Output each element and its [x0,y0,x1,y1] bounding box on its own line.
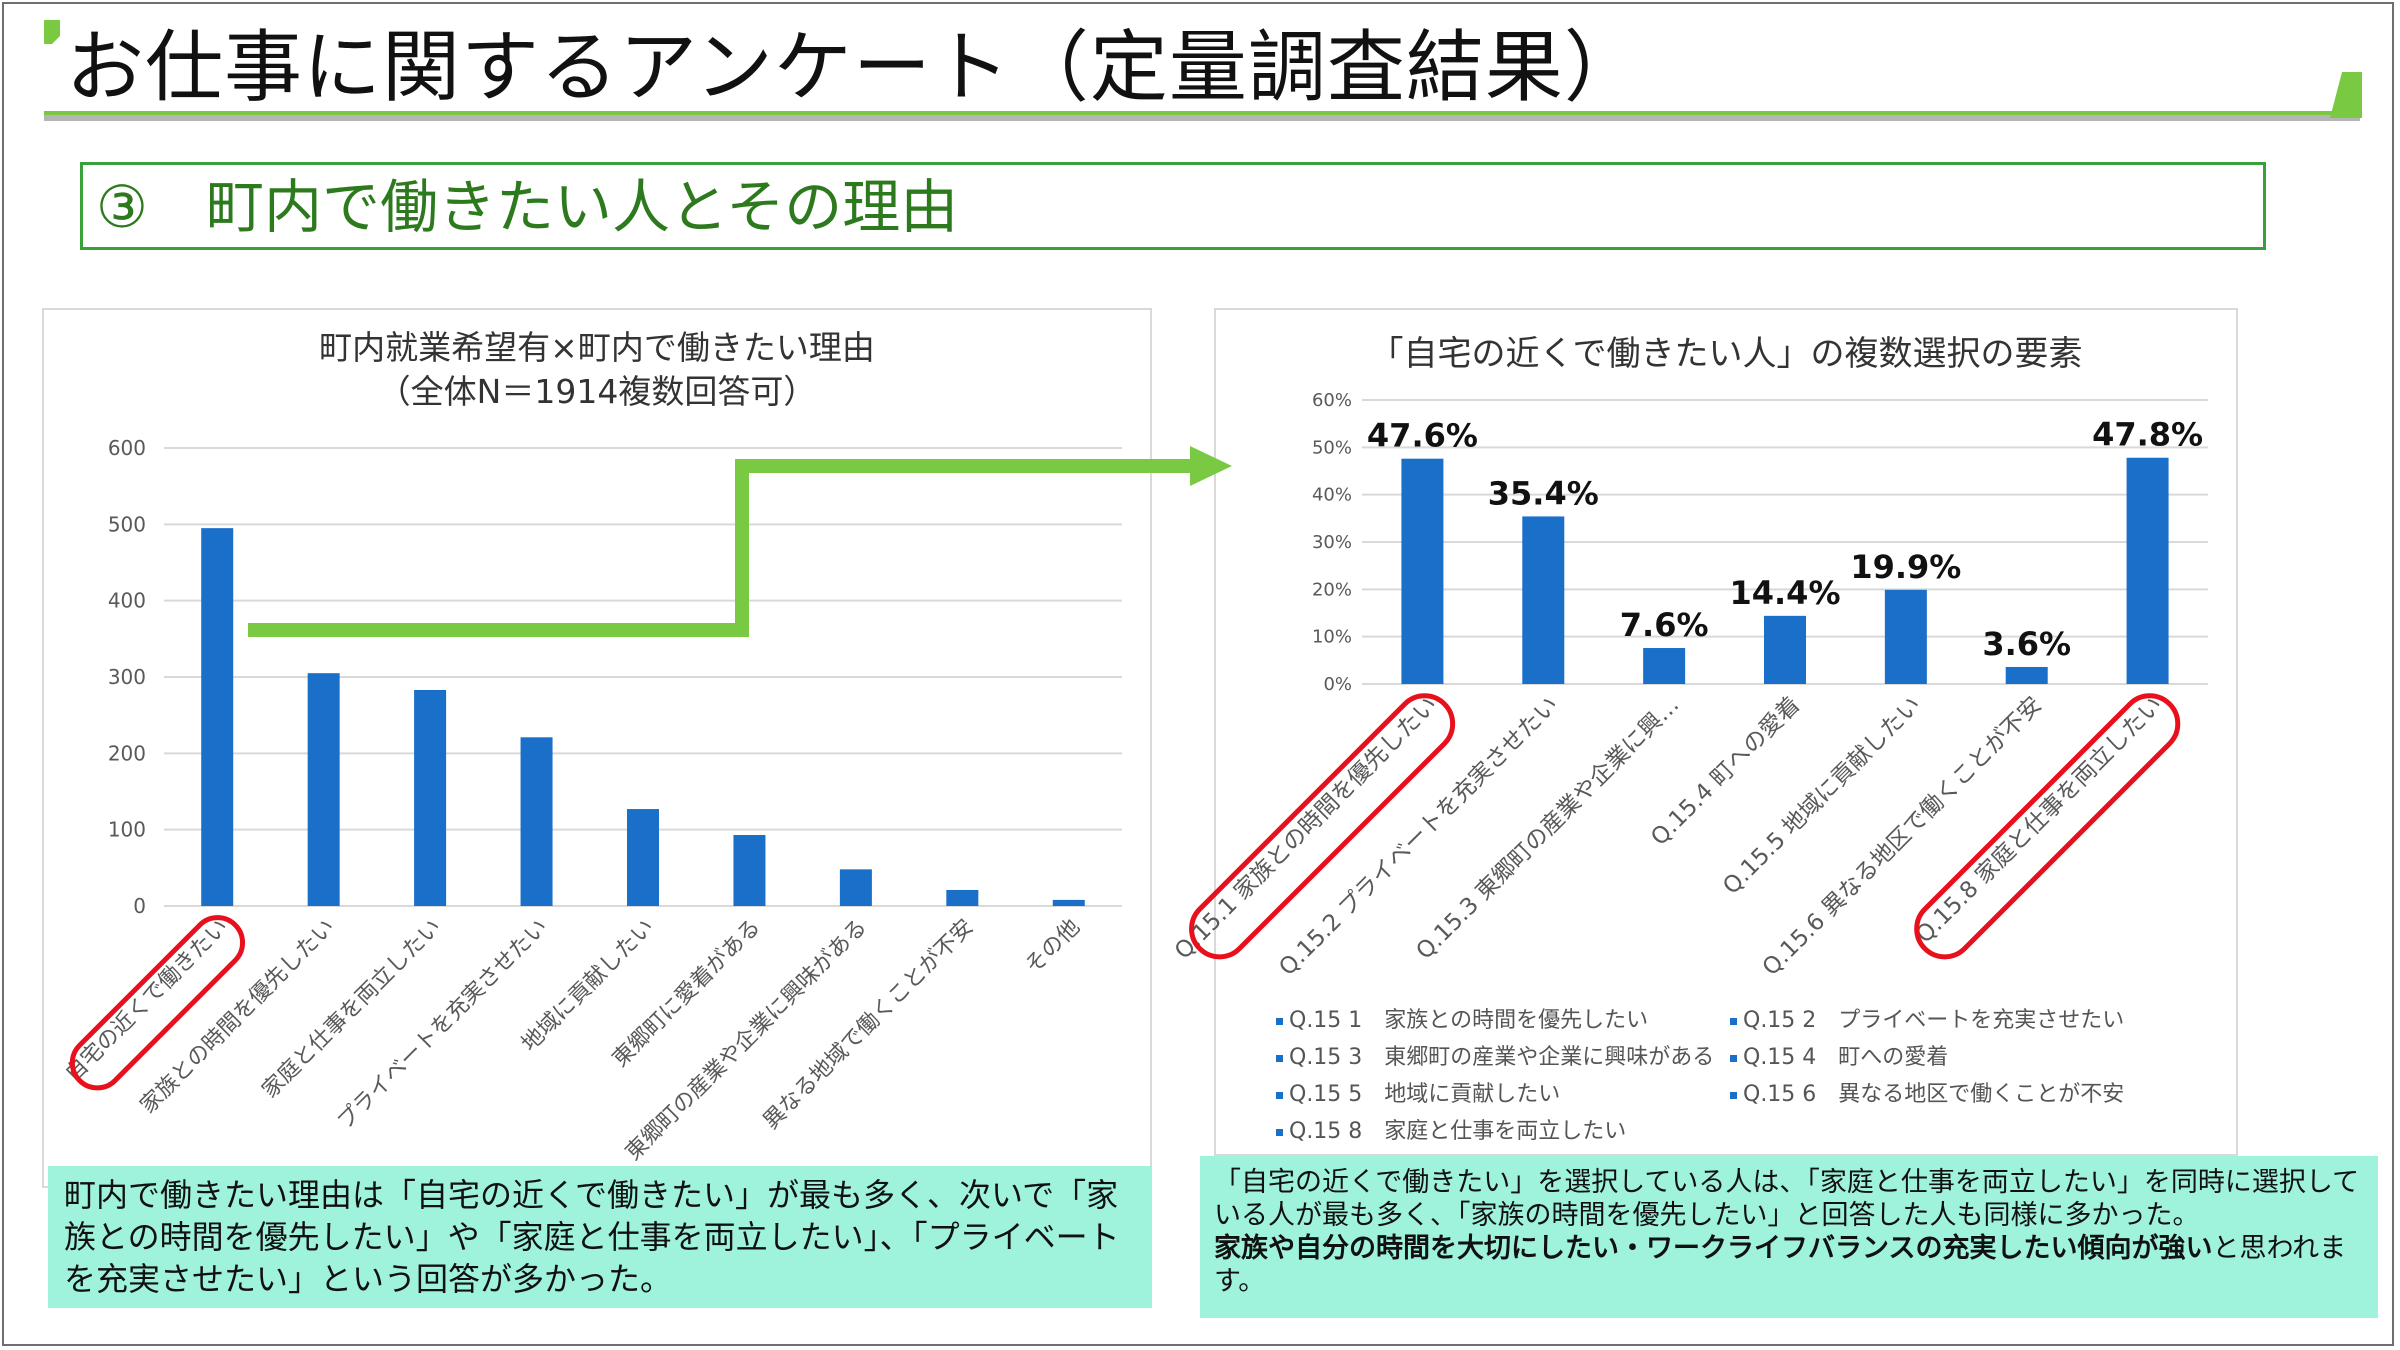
y-tick-label: 400 [108,589,146,613]
bar [1884,589,1927,684]
right-summary-text: 「自宅の近くで働きたい」を選択している人は、「家庭と仕事を両立したい」を同時に選… [1214,1167,2360,1231]
y-tick-label: 20% [1312,579,1352,600]
bar [839,869,872,906]
legend-label: Q.15 3 東郷町の産業や企業に興味がある [1289,1045,1715,1070]
data-label: 47.8% [2092,416,2203,454]
right-chart-title: 「自宅の近くで働きたい人」の複数選択の要素 [1369,334,2083,374]
subtitle-box [80,162,2266,250]
y-tick-label: 600 [108,436,146,460]
y-tick-label: 60% [1312,390,1352,411]
y-tick-label: 500 [108,512,146,536]
y-tick-label: 30% [1312,532,1352,553]
data-label: 7.6% [1620,606,1709,644]
legend-item: Q.15 5 地域に貢献したい [1276,1076,1560,1108]
bar [520,737,553,906]
legend-swatch [1730,1091,1737,1099]
bar [733,835,766,906]
arrow-head-icon [1190,446,1232,486]
legend-swatch [1730,1054,1737,1062]
data-label: 14.4% [1729,574,1840,612]
y-tick-label: 200 [108,741,146,765]
legend-item: Q.15 1 家族との時間を優先したい [1276,1002,1648,1034]
legend-swatch [1276,1091,1283,1099]
legend-label: Q.15 2 プライベートを充実させたい [1743,1008,2125,1033]
bar [2005,666,2048,684]
right-summary-note: 「自宅の近くで働きたい」を選択している人は、「家庭と仕事を両立したい」を同時に選… [1200,1156,2378,1318]
legend-label: Q.15 1 家族との時間を優先したい [1289,1008,1649,1033]
highlight-ellipse [1189,693,1456,960]
y-tick-label: 40% [1312,485,1352,506]
highlight-ellipse [1914,693,2181,960]
data-label: 35.4% [1488,474,1599,512]
bar [627,809,659,906]
left-summary-text: 町内で働きたい理由は「自宅の近くで働きたい」が最も多く、次いで「家族との時間を優… [64,1176,1120,1298]
legend-swatch [1276,1017,1283,1025]
legend-item: Q.15 3 東郷町の産業や企業に興味がある [1276,1039,1714,1071]
legend-item: Q.15 4 町への愛着 [1730,1039,1948,1071]
bar [1764,615,1806,684]
left-summary-note: 町内で働きたい理由は「自宅の近くで働きたい」が最も多く、次いで「家族との時間を優… [48,1166,1152,1308]
legend-swatch [1276,1128,1283,1136]
y-tick-label: 10% [1312,627,1352,648]
left-chart-subtitle: （全体N＝1914複数回答可） [377,372,817,411]
data-label: 3.6% [1982,625,2071,663]
highlight-ellipse [69,915,246,1091]
legend-label: Q.15 8 家庭と仕事を両立したい [1289,1119,1627,1144]
bar [414,689,447,906]
legend-label: Q.15 5 地域に貢献したい [1289,1082,1561,1107]
bar [1522,516,1565,684]
legend-item: Q.15 6 異なる地区で働くことが不安 [1730,1076,2124,1108]
title-decoration [44,20,2362,121]
right-chart-legend: Q.15 1 家族との時間を優先したい Q.15 2 プライベートを充実させたい Q… [1276,1002,2216,1152]
y-tick-label: 0% [1323,674,1352,695]
bar [1401,458,1444,684]
legend-swatch [1730,1017,1737,1025]
data-label: 47.6% [1367,417,1478,455]
bar [1643,648,1686,684]
right-summary-bold: 家族や自分の時間を大切にしたい・ワークライフバランスの充実したい傾向が強い [1214,1233,2213,1264]
y-tick-label: 50% [1312,437,1352,458]
legend-label: Q.15 6 異なる地区で働くことが不安 [1743,1082,2125,1107]
bar [201,528,234,906]
right-summary-tail: と思われます。 [1214,1233,2347,1297]
right-chart-panel [1214,308,2238,1156]
bar [946,889,979,906]
left-chart-title: 町内就業希望有×町内で働きたい理由 [319,328,875,367]
data-label: 19.9% [1850,548,1961,586]
legend-item: Q.15 8 家庭と仕事を両立したい [1276,1113,1626,1145]
legend-item: Q.15 2 プライベートを充実させたい [1730,1002,2124,1034]
page-title: お仕事に関するアンケート（定量調査結果） [66,23,1643,113]
bar [2126,457,2169,684]
legend-swatch [1276,1054,1283,1062]
bar [307,673,340,906]
y-tick-label: 300 [108,665,146,689]
legend-label: Q.15 4 町への愛着 [1743,1045,1949,1070]
y-tick-label: 100 [108,818,146,842]
y-tick-label: 0 [133,894,146,918]
bar [1052,899,1085,906]
section-subtitle: ③ 町内で働きたい人とその理由 [96,173,959,241]
